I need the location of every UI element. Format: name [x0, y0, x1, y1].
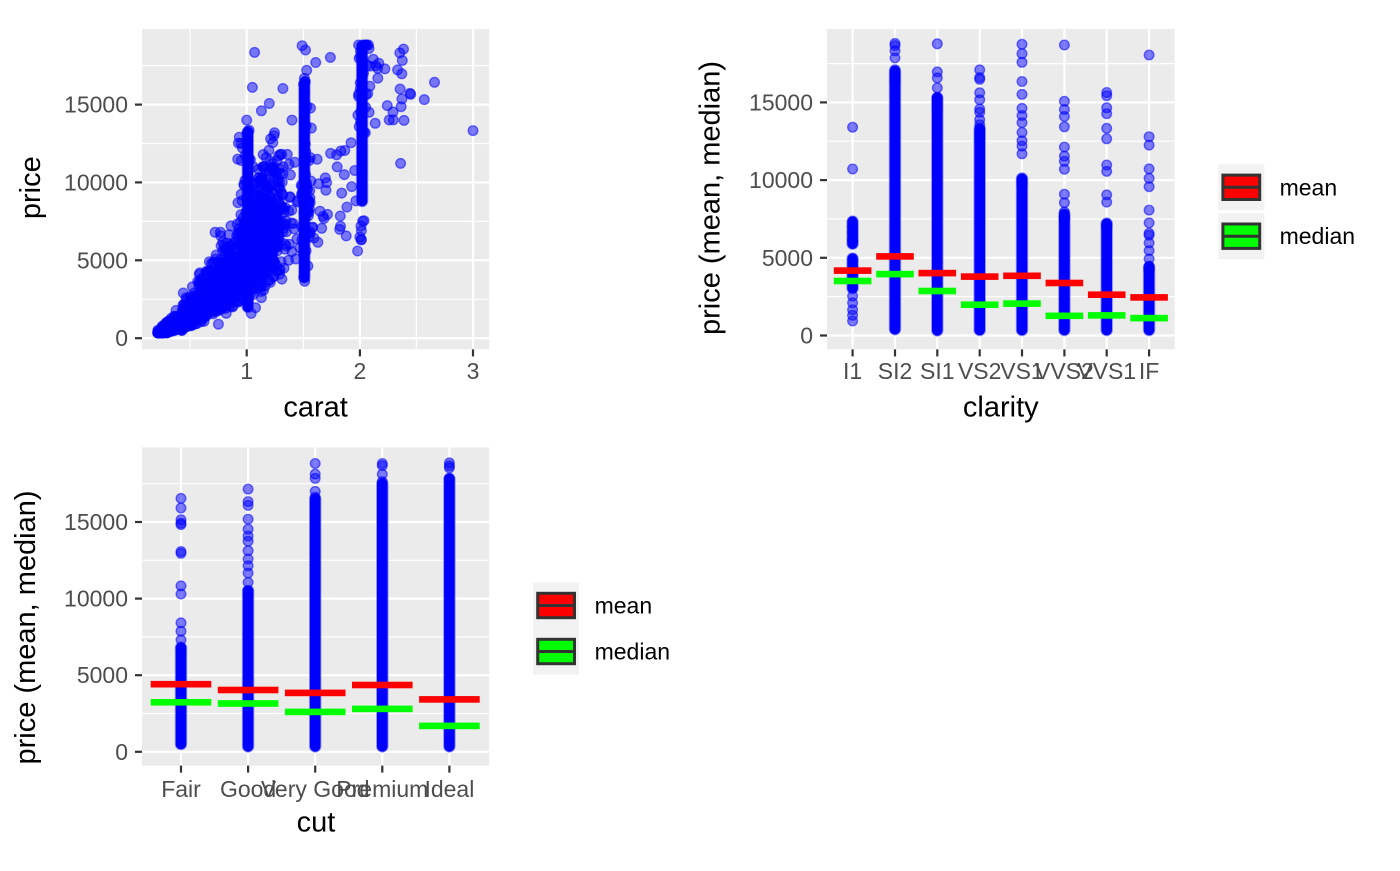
svg-text:I1: I1: [843, 358, 862, 384]
svg-text:VVS1: VVS1: [1077, 358, 1136, 384]
svg-text:Good: Good: [220, 776, 276, 802]
svg-text:5000: 5000: [77, 247, 128, 273]
svg-text:0: 0: [115, 325, 128, 351]
svg-text:15000: 15000: [64, 509, 128, 535]
svg-text:1: 1: [240, 358, 253, 384]
svg-text:0: 0: [115, 739, 128, 765]
svg-text:5000: 5000: [762, 245, 813, 271]
svg-text:5000: 5000: [77, 662, 128, 688]
svg-text:Ideal: Ideal: [424, 776, 474, 802]
svg-text:15000: 15000: [749, 89, 813, 115]
svg-text:price: price: [15, 156, 47, 219]
svg-text:10000: 10000: [749, 167, 813, 193]
svg-text:VS2: VS2: [958, 358, 1001, 384]
svg-text:15000: 15000: [64, 92, 128, 118]
svg-text:VS1: VS1: [1000, 358, 1043, 384]
svg-text:cut: cut: [297, 807, 336, 839]
svg-text:price (mean, median): price (mean, median): [695, 61, 727, 335]
svg-text:0: 0: [800, 323, 813, 349]
svg-text:VVS2: VVS2: [1035, 358, 1094, 384]
svg-text:mean: mean: [1280, 174, 1338, 200]
svg-text:median: median: [1280, 223, 1355, 249]
svg-text:3: 3: [467, 358, 480, 384]
svg-text:SI1: SI1: [920, 358, 955, 384]
svg-text:10000: 10000: [64, 586, 128, 612]
svg-text:2: 2: [354, 358, 367, 384]
svg-text:Premium: Premium: [336, 776, 428, 802]
svg-text:price (mean, median): price (mean, median): [10, 491, 42, 765]
svg-text:median: median: [595, 639, 670, 665]
svg-text:Very Good: Very Good: [261, 776, 370, 802]
svg-text:clarity: clarity: [963, 392, 1039, 424]
svg-text:carat: carat: [283, 392, 347, 424]
svg-text:Fair: Fair: [161, 776, 201, 802]
svg-text:10000: 10000: [64, 169, 128, 195]
svg-text:SI2: SI2: [878, 358, 913, 384]
svg-text:mean: mean: [595, 593, 653, 619]
svg-text:IF: IF: [1139, 358, 1159, 384]
